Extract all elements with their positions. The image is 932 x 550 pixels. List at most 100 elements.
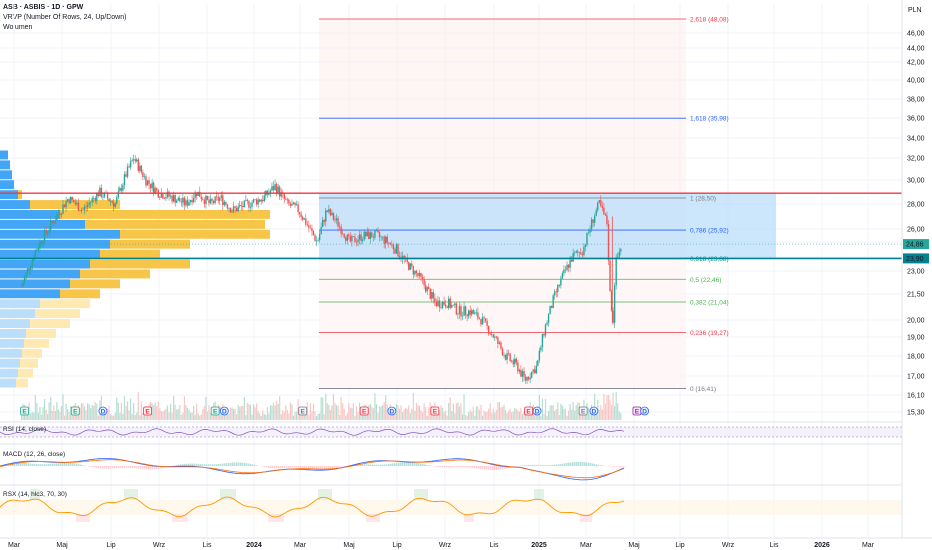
event-marker[interactable]: E bbox=[430, 406, 440, 416]
macd-histogram-bar bbox=[358, 464, 360, 466]
volume-bar bbox=[326, 403, 328, 420]
event-marker[interactable]: E bbox=[359, 406, 369, 416]
volume-profile-up-bar bbox=[0, 200, 30, 209]
volume-bar bbox=[492, 409, 494, 420]
event-marker[interactable]: E bbox=[632, 406, 642, 416]
volume-bar bbox=[63, 415, 66, 420]
candle-body bbox=[480, 319, 482, 325]
event-letter: E bbox=[145, 408, 150, 415]
candle-body bbox=[288, 199, 290, 204]
macd-histogram-bar bbox=[482, 466, 484, 470]
event-marker[interactable]: E bbox=[143, 406, 152, 416]
volume-profile-down-bar bbox=[22, 348, 42, 358]
time-tick-label: Wrz bbox=[722, 542, 735, 549]
candle-body bbox=[345, 237, 347, 241]
volume-bar bbox=[342, 403, 344, 420]
candle-body bbox=[447, 298, 450, 309]
candle-body bbox=[262, 199, 264, 202]
candle-body bbox=[492, 334, 494, 338]
candle-body bbox=[341, 233, 344, 235]
rsx-overbought-shade bbox=[416, 489, 418, 500]
volume-bar bbox=[59, 412, 61, 420]
candle-body bbox=[114, 203, 116, 207]
candle-body bbox=[246, 199, 249, 202]
candle-body bbox=[305, 218, 307, 225]
candle-body bbox=[607, 224, 610, 261]
event-marker[interactable]: D bbox=[387, 406, 397, 416]
event-marker[interactable]: D bbox=[532, 406, 542, 416]
event-marker[interactable]: E bbox=[578, 406, 588, 416]
volume-bar bbox=[173, 395, 175, 420]
macd-histogram-bar bbox=[544, 465, 546, 466]
rsx-overbought-shade bbox=[128, 489, 130, 500]
macd-histogram-bar bbox=[390, 463, 392, 466]
rsx-overbought-shade bbox=[318, 489, 320, 500]
volume-bar bbox=[113, 415, 115, 420]
rsx-oversold-shade bbox=[368, 514, 370, 522]
macd-histogram-bar bbox=[500, 466, 502, 470]
candle-body bbox=[352, 236, 355, 237]
macd-histogram-bar bbox=[140, 466, 142, 469]
candle-body bbox=[374, 230, 376, 238]
macd-histogram-bar bbox=[466, 466, 468, 468]
candle-body bbox=[271, 186, 273, 191]
candle-body bbox=[82, 209, 84, 211]
event-marker[interactable]: E bbox=[524, 406, 533, 416]
event-marker[interactable]: E bbox=[210, 406, 220, 416]
macd-histogram-bar bbox=[292, 466, 294, 468]
volume-profile-up-bar bbox=[0, 150, 8, 160]
volume-bar bbox=[42, 406, 44, 420]
candle-body bbox=[28, 268, 30, 270]
candle-body bbox=[567, 264, 570, 268]
fib-level-label: 0,786 (25,92) bbox=[690, 228, 729, 235]
volume-profile-down-bar bbox=[24, 338, 49, 348]
vrvp-indicator-label[interactable]: VRVP (Number Of Rows, 24, Up/Down) bbox=[3, 14, 127, 21]
rsx-oversold-shade bbox=[366, 514, 368, 522]
volume-bar bbox=[292, 415, 295, 420]
event-marker[interactable]: D bbox=[589, 406, 599, 416]
candle-body bbox=[365, 231, 367, 237]
macd-histogram-bar bbox=[136, 466, 138, 469]
candle-body bbox=[560, 278, 562, 286]
volume-bar bbox=[514, 407, 516, 420]
volume-bar bbox=[547, 411, 550, 420]
event-marker[interactable]: E bbox=[298, 406, 308, 416]
candle-body bbox=[278, 186, 281, 197]
candle-body bbox=[455, 303, 458, 315]
volume-bar bbox=[165, 408, 167, 420]
candle-body bbox=[541, 333, 544, 348]
candle-body bbox=[458, 306, 461, 315]
candle-body bbox=[620, 248, 622, 252]
volume-bar bbox=[609, 400, 611, 420]
event-marker[interactable]: D bbox=[640, 406, 650, 416]
macd-histogram-bar bbox=[264, 466, 266, 468]
volume-bar bbox=[441, 407, 444, 420]
candle-body bbox=[580, 252, 582, 255]
volume-bar bbox=[62, 394, 64, 420]
macd-histogram-bar bbox=[594, 463, 596, 466]
volume-indicator-label[interactable]: Wolumen bbox=[3, 24, 33, 31]
candle-body bbox=[103, 192, 106, 197]
macd-histogram-bar bbox=[312, 466, 314, 470]
candle-body bbox=[229, 208, 232, 213]
volume-bar bbox=[480, 404, 482, 420]
symbol-title[interactable]: ASB · ASBIS · 1D · GPW bbox=[3, 4, 84, 11]
time-tick-label: Lis bbox=[203, 542, 212, 549]
fib-level-label: 0 (16,41) bbox=[690, 386, 716, 393]
macd-histogram-bar bbox=[110, 466, 112, 469]
candle-body bbox=[205, 195, 207, 204]
volume-bar bbox=[48, 402, 50, 420]
macd-histogram-bar bbox=[106, 466, 108, 469]
rsx-overbought-shade bbox=[32, 489, 34, 500]
event-marker[interactable]: D bbox=[219, 406, 229, 416]
volume-bar bbox=[39, 406, 41, 420]
candle-body bbox=[188, 202, 190, 206]
macd-histogram-bar bbox=[116, 466, 118, 469]
macd-histogram-bar bbox=[134, 466, 136, 469]
event-marker[interactable]: E bbox=[20, 406, 29, 416]
event-marker[interactable]: D bbox=[98, 406, 108, 416]
price-tick-label: 36,00 bbox=[907, 116, 925, 123]
event-marker[interactable]: E bbox=[70, 406, 80, 416]
